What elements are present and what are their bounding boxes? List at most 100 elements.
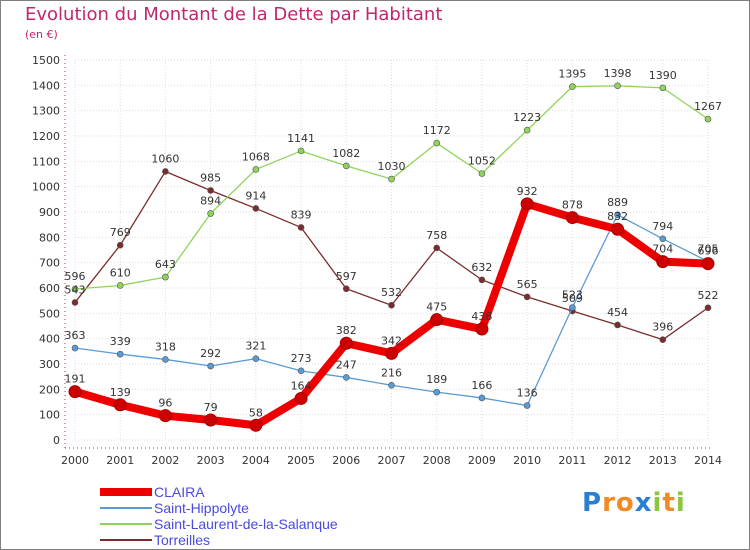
data-point bbox=[207, 210, 214, 217]
data-point bbox=[569, 304, 576, 311]
data-point bbox=[116, 241, 124, 249]
data-point bbox=[249, 418, 263, 432]
x-tick-label: 2010 bbox=[513, 454, 541, 467]
data-label: 1223 bbox=[513, 111, 541, 124]
x-tick-label: 2000 bbox=[61, 454, 89, 467]
data-label: 696 bbox=[698, 245, 719, 258]
data-point bbox=[659, 84, 667, 92]
data-label: 454 bbox=[607, 306, 628, 319]
proxiti-logo: Proxiti bbox=[582, 488, 686, 518]
data-point bbox=[207, 187, 214, 194]
data-point bbox=[388, 175, 395, 183]
data-point bbox=[162, 356, 169, 363]
data-point bbox=[116, 282, 124, 289]
data-point bbox=[204, 413, 218, 427]
data-point bbox=[297, 224, 305, 231]
data-label: 273 bbox=[291, 352, 312, 365]
data-label: 1398 bbox=[604, 67, 632, 80]
x-tick-label: 2001 bbox=[106, 454, 134, 467]
data-point bbox=[433, 244, 441, 252]
data-point bbox=[433, 388, 441, 396]
data-label: 769 bbox=[110, 226, 131, 239]
data-label: 342 bbox=[381, 334, 402, 347]
data-label: 1395 bbox=[558, 68, 586, 81]
data-label: 704 bbox=[652, 243, 673, 256]
logo-letter: t bbox=[662, 488, 676, 518]
legend-item: Saint-Laurent-de-la-Salanque bbox=[100, 516, 338, 532]
y-tick-label: 300 bbox=[39, 358, 60, 371]
data-point bbox=[207, 362, 214, 370]
data-label: 136 bbox=[517, 387, 538, 400]
data-label: 985 bbox=[200, 171, 221, 184]
data-point bbox=[252, 355, 260, 362]
data-label: 705 bbox=[698, 242, 719, 255]
data-point bbox=[71, 344, 79, 352]
data-point bbox=[659, 336, 667, 343]
y-tick-label: 400 bbox=[39, 333, 60, 346]
x-tick-label: 2008 bbox=[423, 454, 451, 467]
data-label: 643 bbox=[155, 258, 176, 271]
data-point bbox=[565, 211, 579, 225]
y-tick-label: 200 bbox=[39, 383, 60, 396]
data-point bbox=[523, 126, 531, 134]
data-label: 596 bbox=[65, 270, 86, 283]
data-label: 794 bbox=[652, 220, 673, 233]
data-point bbox=[478, 170, 486, 177]
data-label: 166 bbox=[471, 379, 492, 392]
data-point bbox=[294, 391, 308, 405]
legend-label: Torreilles bbox=[154, 532, 211, 548]
data-point bbox=[614, 211, 621, 219]
x-tick-label: 2012 bbox=[604, 454, 632, 467]
logo-letter: r bbox=[602, 488, 616, 518]
data-label: 339 bbox=[110, 335, 131, 348]
data-point bbox=[116, 350, 124, 358]
chart-legend: CLAIRA Saint-Hippolyte Saint-Laurent-de-la… bbox=[100, 484, 338, 548]
data-point bbox=[162, 273, 169, 281]
data-label: 914 bbox=[245, 189, 266, 202]
data-point bbox=[252, 205, 260, 212]
y-tick-label: 100 bbox=[39, 409, 60, 422]
y-tick-label: 1200 bbox=[32, 130, 60, 143]
data-label: 382 bbox=[336, 324, 357, 337]
data-label: 1030 bbox=[378, 160, 406, 173]
y-tick-label: 0 bbox=[53, 434, 60, 447]
y-tick-label: 600 bbox=[39, 282, 60, 295]
data-label: 247 bbox=[336, 358, 357, 371]
logo-letter: i bbox=[675, 488, 686, 518]
x-tick-label: 2004 bbox=[242, 454, 270, 467]
data-point bbox=[388, 381, 395, 389]
data-point bbox=[478, 276, 486, 284]
data-point bbox=[339, 336, 353, 350]
data-label: 96 bbox=[158, 397, 172, 410]
data-label: 532 bbox=[381, 286, 402, 299]
x-tick-label: 2003 bbox=[197, 454, 225, 467]
data-label: 610 bbox=[110, 266, 131, 279]
data-label: 475 bbox=[426, 301, 447, 314]
data-label: 889 bbox=[607, 196, 628, 209]
y-tick-label: 900 bbox=[39, 206, 60, 219]
data-label: 565 bbox=[517, 278, 538, 291]
legend-label: CLAIRA bbox=[154, 484, 205, 500]
data-label: 1141 bbox=[287, 132, 315, 145]
legend-item: Saint-Hippolyte bbox=[100, 500, 338, 516]
data-point bbox=[342, 285, 350, 293]
data-label: 79 bbox=[204, 401, 218, 414]
data-label: 363 bbox=[65, 329, 86, 342]
data-point bbox=[478, 394, 486, 402]
data-point bbox=[433, 139, 441, 147]
x-tick-label: 2013 bbox=[649, 454, 677, 467]
data-point bbox=[656, 255, 670, 269]
data-label: 894 bbox=[200, 195, 221, 208]
data-point bbox=[520, 197, 534, 211]
y-tick-label: 1000 bbox=[32, 181, 60, 194]
y-tick-label: 800 bbox=[39, 231, 60, 244]
data-point bbox=[252, 166, 260, 173]
data-point bbox=[342, 374, 350, 381]
data-point bbox=[388, 301, 395, 309]
data-point bbox=[158, 409, 172, 423]
data-label: 543 bbox=[65, 283, 86, 296]
data-label: 216 bbox=[381, 366, 402, 379]
data-point bbox=[297, 367, 305, 375]
x-tick-label: 2009 bbox=[468, 454, 496, 467]
data-point bbox=[385, 346, 398, 360]
